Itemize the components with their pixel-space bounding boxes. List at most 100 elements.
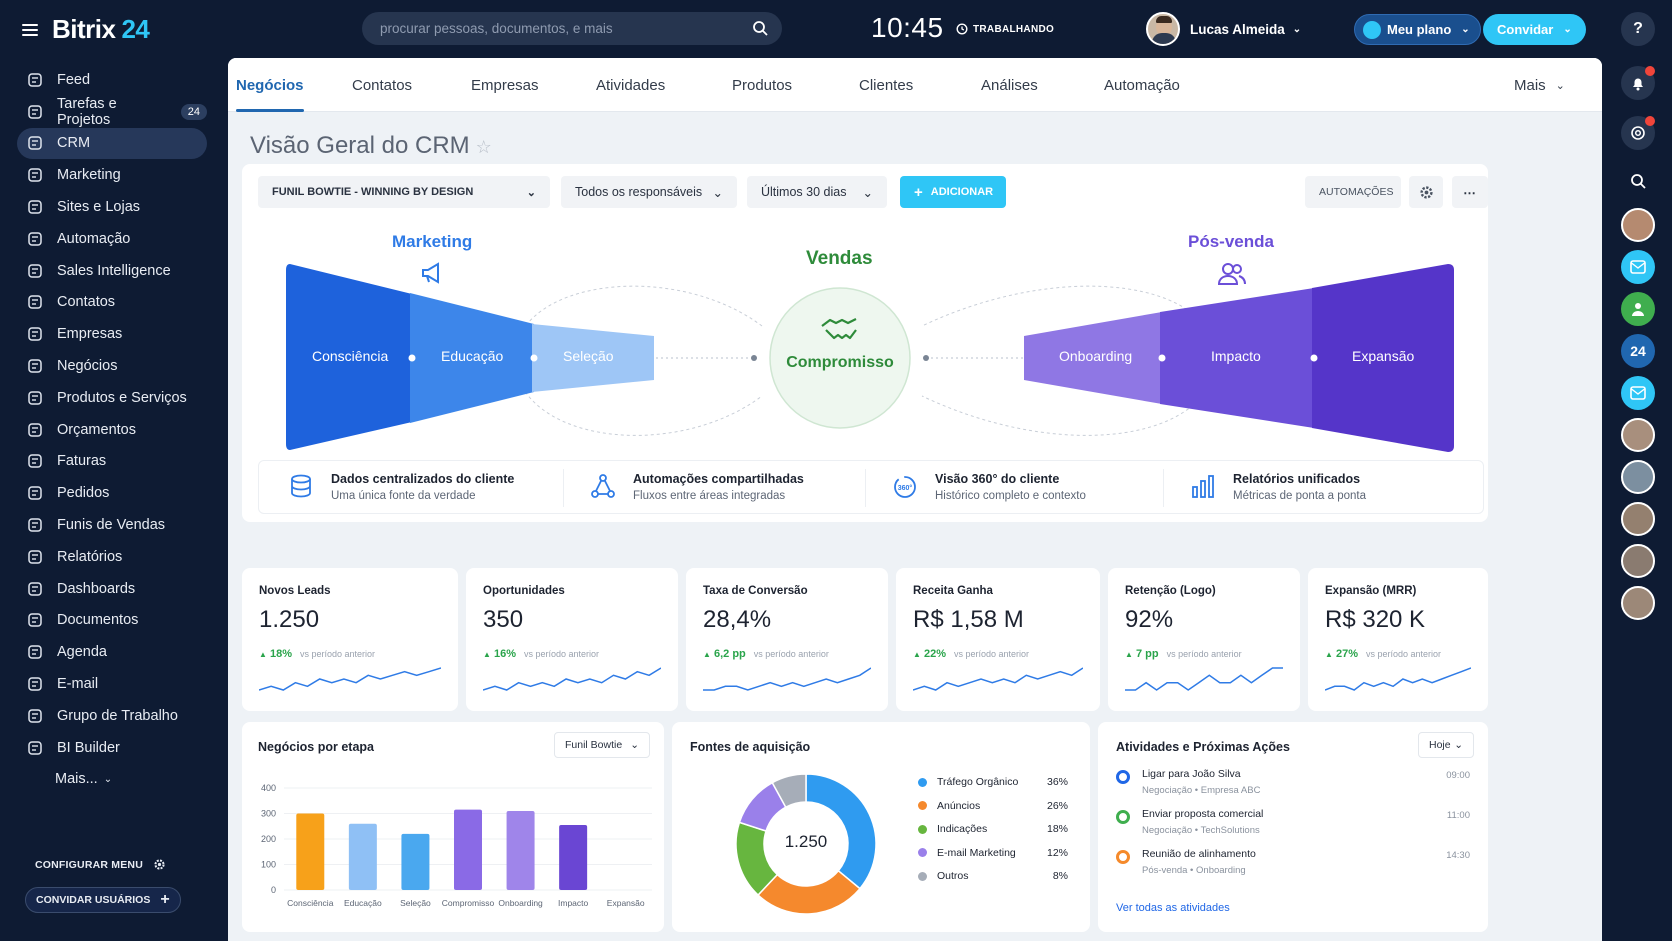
activity-item[interactable]: Ligar para João Silva Negociação • Empres…	[1116, 768, 1470, 796]
sidebar-item-workgroup[interactable]: Grupo de Trabalho	[17, 700, 207, 732]
kpi-card[interactable]: Expansão (MRR) R$ 320 K ▲ 27% vs período an…	[1308, 568, 1488, 711]
chat-search-icon[interactable]	[1621, 116, 1655, 150]
arrow-up-icon: ▲	[913, 650, 921, 659]
tab-1[interactable]: Contatos	[352, 76, 413, 94]
add-button[interactable]: + ADICIONAR	[900, 176, 1006, 208]
search-icon[interactable]	[1621, 164, 1655, 198]
plan-icon	[1363, 20, 1381, 39]
funnel-select-value: FUNIL BOWTIE - WINNING BY DESIGN	[272, 186, 474, 198]
deals-funnel-select[interactable]: Funil Bowtie ⌄	[554, 732, 650, 758]
notifications-icon[interactable]	[1621, 66, 1655, 100]
chevron-down-icon: ⌄	[1292, 23, 1302, 35]
sidebar-item-sites[interactable]: Sites e Lojas	[17, 191, 207, 223]
activities-card: Atividades e Próximas Ações Hoje ⌄ Ligar …	[1098, 722, 1488, 932]
x-tick-label: Compromisso	[442, 898, 495, 908]
chevron-down-icon: ⌄	[712, 185, 723, 200]
kpi-value: 350	[483, 606, 524, 633]
sidebar-item-invoices[interactable]: Faturas	[17, 446, 207, 478]
configure-menu[interactable]: CONFIGURAR MENU	[35, 858, 166, 871]
activity-status-icon	[1116, 770, 1130, 784]
crm-icon	[27, 135, 43, 151]
funnel-select[interactable]: FUNIL BOWTIE - WINNING BY DESIGN ⌄	[258, 176, 550, 208]
add-button-label: ADICIONAR	[930, 186, 994, 198]
sidebar-item-marketing[interactable]: Marketing	[17, 159, 207, 191]
user-menu[interactable]: Lucas Almeida ⌄	[1146, 12, 1301, 46]
sidebar-more[interactable]: Mais... ⌄	[17, 764, 207, 796]
automations-button[interactable]: AUTOMAÇÕES	[1305, 176, 1401, 208]
sidebar-item-tasks[interactable]: Tarefas e Projetos 24	[17, 96, 207, 128]
deals-by-stage-title: Negócios por etapa	[258, 740, 374, 754]
tab-6[interactable]: Análises	[981, 76, 1038, 94]
invite-users-button[interactable]: CONVIDAR USUÁRIOS +	[25, 887, 181, 913]
contact-avatar[interactable]	[1621, 544, 1655, 578]
my-plan-button[interactable]: Meu plano ⌄	[1354, 14, 1481, 45]
tab-4[interactable]: Produtos	[732, 76, 793, 94]
kpi-card[interactable]: Receita Ganha R$ 1,58 M ▲ 22% vs período an…	[896, 568, 1100, 711]
sidebar-item-calendar[interactable]: Agenda	[17, 636, 207, 668]
tab-5[interactable]: Clientes	[859, 76, 914, 94]
contact-avatar[interactable]	[1621, 502, 1655, 536]
sidebar-item-orders[interactable]: Pedidos	[17, 477, 207, 509]
contact-avatar[interactable]	[1621, 586, 1655, 620]
workflow-icon	[591, 474, 615, 498]
bitrix-24-icon[interactable]: 24	[1621, 334, 1655, 368]
activity-time: 11:00	[1446, 810, 1470, 821]
sidebar-item-products[interactable]: Produtos e Serviços	[17, 382, 207, 414]
sidebar-item-dashboards[interactable]: Dashboards	[17, 573, 207, 605]
email-icon[interactable]	[1621, 376, 1655, 410]
deals-bar-chart: 0 100 200 300 400 Consciência Educação Seleção C…	[261, 783, 652, 908]
work-status[interactable]: TRABALHANDO	[956, 23, 1054, 35]
sidebar-item-quotes[interactable]: Orçamentos	[17, 414, 207, 446]
sidebar-item-email[interactable]: E-mail	[17, 668, 207, 700]
search-input[interactable]: procurar pessoas, documentos, e mais	[362, 12, 782, 45]
star-icon[interactable]: ☆	[475, 137, 492, 157]
menu-icon[interactable]	[22, 23, 38, 36]
contact-avatar[interactable]	[1621, 208, 1655, 242]
mail-app-icon[interactable]	[1621, 250, 1655, 284]
sidebar-item-reports[interactable]: Relatórios	[17, 541, 207, 573]
kpi-card[interactable]: Retenção (Logo) 92% ▲ 7 pp vs período anter…	[1108, 568, 1300, 711]
kpi-delta: ▲ 7 pp vs período anterior	[1125, 648, 1242, 660]
activities-period-select[interactable]: Hoje ⌄	[1418, 732, 1474, 758]
sidebar-item-companies[interactable]: Empresas	[17, 318, 207, 350]
logo[interactable]: Bitrix 24	[52, 14, 150, 45]
tab-3[interactable]: Atividades	[596, 76, 666, 94]
chevron-down-icon: ⌄	[1555, 79, 1565, 92]
sidebar-item-funnel[interactable]: Funis de Vendas	[17, 509, 207, 541]
tab-0[interactable]: Negócios	[236, 58, 304, 112]
tab-more[interactable]: Mais ⌄	[1514, 58, 1565, 112]
more-options-button[interactable]: ⋯	[1452, 176, 1488, 208]
sidebar-item-crm[interactable]: CRM	[17, 127, 207, 160]
kpi-card[interactable]: Oportunidades 350 ▲ 16% vs período anterior	[466, 568, 678, 711]
bar	[559, 824, 588, 890]
tab-2[interactable]: Empresas	[471, 76, 539, 94]
sidebar-item-automation[interactable]: Automação	[17, 223, 207, 255]
help-icon[interactable]: ?	[1621, 12, 1655, 46]
kpi-card[interactable]: Novos Leads 1.250 ▲ 18% vs período anterior	[242, 568, 458, 711]
donut-total: 1.250	[784, 832, 828, 851]
sidebar-item-contacts[interactable]: Contatos	[17, 287, 207, 319]
legend-label: Outros	[937, 870, 969, 882]
handshake-icon	[821, 318, 857, 340]
kpi-card[interactable]: Taxa de Conversão 28,4% ▲ 6,2 pp vs período…	[686, 568, 888, 711]
invite-button[interactable]: Convidar ⌄	[1483, 14, 1586, 45]
see-all-activities-link[interactable]: Ver todas as atividades	[1116, 902, 1230, 914]
sidebar-item-documents[interactable]: Documentos	[17, 605, 207, 637]
activity-item[interactable]: Enviar proposta comercial Negociação • Te…	[1116, 808, 1470, 836]
sidebar-item-deals[interactable]: Negócios	[17, 350, 207, 382]
sparkline	[1325, 667, 1471, 691]
sidebar-item-bi-builder[interactable]: BI Builder	[17, 732, 207, 764]
owners-select[interactable]: Todos os responsáveis ⌄	[561, 176, 737, 208]
sidebar-item-sales-intelligence[interactable]: Sales Intelligence	[17, 255, 207, 287]
sidebar-item-feed[interactable]: Feed	[17, 64, 207, 96]
settings-button[interactable]	[1409, 176, 1443, 208]
contact-avatar[interactable]	[1621, 460, 1655, 494]
contact-avatar[interactable]	[1621, 418, 1655, 452]
tab-7[interactable]: Automação	[1104, 76, 1180, 94]
legend-dot	[918, 848, 927, 857]
period-select[interactable]: Últimos 30 dias ⌄	[747, 176, 887, 208]
group-chat-icon[interactable]	[1621, 292, 1655, 326]
stage-label: Seleção	[563, 348, 614, 364]
connector-dot	[923, 355, 929, 361]
activity-item[interactable]: Reunião de alinhamento Pós-venda • Onboar…	[1116, 848, 1470, 876]
